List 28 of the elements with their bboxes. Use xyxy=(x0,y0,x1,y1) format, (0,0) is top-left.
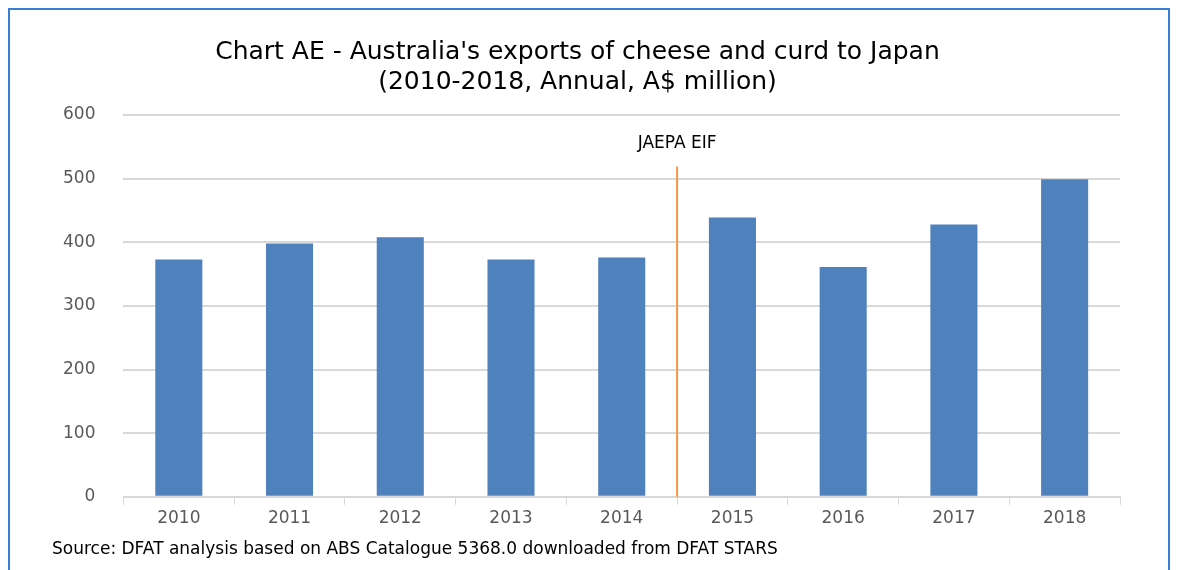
y-tick-label: 300 xyxy=(62,294,96,315)
x-tick-label: 2012 xyxy=(378,507,422,528)
bar xyxy=(598,257,646,496)
x-tick-label: 2011 xyxy=(267,507,312,528)
bar xyxy=(487,259,535,496)
x-tick-label: 2016 xyxy=(821,507,865,528)
x-tick-label: 2018 xyxy=(1043,507,1087,528)
y-tick-label: 100 xyxy=(62,421,96,442)
source-note: Source: DFAT analysis based on ABS Catalogue 5368.0 downloaded from DFAT STARS xyxy=(52,538,778,558)
bar xyxy=(819,267,867,496)
bar xyxy=(708,217,756,496)
chart-title: Chart AE - Australia's exports of cheese and curd to Japan (2010-2018, Annual, A$ million) xyxy=(215,35,940,95)
x-tick-label: 2010 xyxy=(157,507,201,528)
bar xyxy=(376,237,424,496)
ref-line-label: JAEPA EIF xyxy=(636,132,717,153)
y-tick-label: 500 xyxy=(62,167,96,188)
y-tick-label: 400 xyxy=(62,230,96,251)
bar xyxy=(155,259,203,496)
x-tick-label: 2013 xyxy=(489,507,533,528)
bar xyxy=(266,243,314,496)
y-tick-label: 200 xyxy=(62,357,96,378)
x-tick-label: 2014 xyxy=(600,507,644,528)
y-tick-label: 600 xyxy=(62,103,96,124)
bar xyxy=(930,224,978,496)
x-tick-label: 2017 xyxy=(932,507,976,528)
x-tick-label: 2015 xyxy=(710,507,755,528)
y-tick-label: 0 xyxy=(84,485,96,506)
bar xyxy=(1041,179,1089,496)
